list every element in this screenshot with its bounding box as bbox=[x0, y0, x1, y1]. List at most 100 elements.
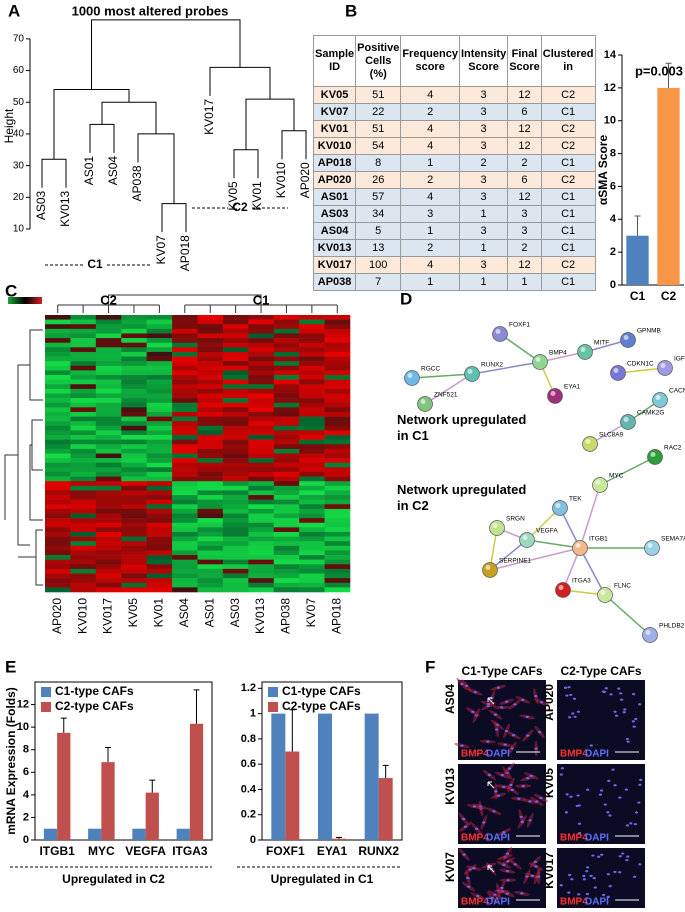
y-tick-label: 0 bbox=[23, 834, 29, 846]
heatmap-cell bbox=[45, 518, 71, 524]
heatmap-cell bbox=[70, 448, 97, 454]
heatmap-cell bbox=[222, 541, 249, 547]
heatmap-cell bbox=[324, 485, 351, 491]
heatmap-cell bbox=[248, 379, 275, 385]
heatmap-cell bbox=[70, 504, 97, 510]
table-cell: 57 bbox=[355, 188, 402, 206]
x-tick-label: C2 bbox=[661, 289, 677, 303]
node-label: PHLDB2 bbox=[659, 623, 685, 630]
nucleus bbox=[511, 734, 516, 737]
nucleus bbox=[569, 795, 573, 798]
heatmap-cell bbox=[197, 411, 224, 417]
heatmap-cell bbox=[121, 444, 147, 450]
table-cell: 1 bbox=[458, 205, 509, 223]
heatmap-cell bbox=[172, 578, 198, 584]
heatmap-cell bbox=[197, 365, 224, 371]
heatmap-cell bbox=[324, 388, 351, 394]
heatmap-cell bbox=[273, 555, 300, 560]
dendrogram-merge bbox=[137, 133, 175, 204]
network-edge bbox=[579, 547, 606, 596]
network-edge bbox=[604, 594, 651, 636]
heatmap-cell bbox=[273, 504, 300, 510]
heatmap-cell bbox=[70, 370, 97, 376]
heatmap-cell bbox=[45, 508, 71, 514]
heatmap-cell bbox=[324, 476, 351, 482]
heatmap-cell bbox=[273, 430, 300, 436]
heatmap-cell bbox=[324, 315, 351, 320]
table-cell: AS01 bbox=[312, 188, 357, 206]
heatmap-cell bbox=[197, 448, 224, 454]
heatmap-cell bbox=[324, 338, 351, 343]
heatmap-cell bbox=[248, 315, 275, 320]
heatmap-cell bbox=[70, 425, 97, 431]
heatmap-cell bbox=[324, 361, 351, 367]
nucleus bbox=[613, 784, 617, 787]
nucleus bbox=[572, 697, 577, 700]
heatmap-cell bbox=[146, 398, 173, 404]
heatmap-cell bbox=[248, 398, 275, 404]
stain-label: BMP4 bbox=[560, 749, 588, 760]
nucleus bbox=[564, 811, 569, 814]
heatmap-cell bbox=[95, 375, 122, 380]
heatmap-cell bbox=[146, 388, 173, 394]
heatmap-cell bbox=[273, 573, 300, 579]
heatmap-cell bbox=[248, 564, 275, 570]
heatmap-cell bbox=[273, 568, 300, 574]
heatmap-cell bbox=[45, 531, 71, 537]
heatmap-cell bbox=[45, 416, 71, 422]
node-label: IGF2 bbox=[674, 356, 685, 363]
bar bbox=[132, 828, 146, 840]
heatmap-cell bbox=[299, 393, 325, 399]
heatmap-cell bbox=[121, 504, 147, 510]
table-header-cell: Positive Cells (%) bbox=[355, 35, 402, 87]
node-label: CAMK2G bbox=[637, 410, 664, 417]
bar bbox=[364, 713, 379, 840]
heatmap-cell bbox=[273, 411, 300, 417]
heatmap-cell bbox=[172, 328, 198, 334]
heatmap-cell bbox=[324, 462, 351, 468]
heatmap-cell bbox=[146, 485, 173, 491]
heatmap-cell bbox=[273, 379, 300, 385]
heatmap-cell bbox=[324, 407, 351, 413]
heatmap-cell bbox=[324, 508, 351, 514]
nucleus bbox=[500, 774, 504, 777]
heatmap-cell bbox=[248, 375, 275, 380]
heatmap-cell bbox=[299, 351, 325, 357]
nucleus bbox=[530, 874, 534, 877]
error-bar bbox=[193, 689, 200, 724]
x-axis-label: Upregulated in C1 bbox=[271, 872, 374, 886]
heatmap-cell bbox=[146, 347, 173, 353]
heatmap-cell bbox=[197, 527, 224, 533]
nucleus bbox=[599, 789, 604, 792]
heatmap-cell bbox=[45, 555, 71, 560]
heatmap-cell bbox=[273, 471, 300, 477]
network-node bbox=[492, 326, 508, 342]
heatmap-cell bbox=[70, 508, 97, 514]
heatmap-cell bbox=[222, 315, 249, 320]
node-highlight bbox=[580, 347, 586, 352]
bar bbox=[285, 751, 300, 840]
heatmap-cell bbox=[273, 402, 300, 408]
error-bar bbox=[60, 717, 67, 733]
heatmap-cell bbox=[197, 379, 224, 385]
network-node bbox=[404, 370, 420, 386]
bar bbox=[176, 828, 190, 840]
heatmap-cell bbox=[248, 439, 275, 445]
heatmap-cell bbox=[248, 347, 275, 353]
nucleus bbox=[573, 715, 577, 718]
heatmap-cell bbox=[222, 319, 249, 325]
network-edge bbox=[599, 456, 656, 486]
table-cell: C2 bbox=[540, 171, 596, 189]
network-node bbox=[647, 449, 663, 465]
heatmap-cell bbox=[299, 315, 325, 320]
heatmap-cell bbox=[45, 485, 71, 491]
table-cell: AP038 bbox=[312, 273, 357, 291]
table-cell: 12 bbox=[507, 120, 542, 138]
heatmap-cell bbox=[95, 379, 122, 385]
heatmap-cell bbox=[222, 495, 249, 500]
heatmap-cell bbox=[70, 407, 97, 413]
network-node bbox=[620, 414, 636, 430]
heatmap-cell bbox=[45, 545, 71, 551]
heatmap-cell bbox=[121, 393, 147, 399]
heatmap-cell bbox=[299, 398, 325, 404]
